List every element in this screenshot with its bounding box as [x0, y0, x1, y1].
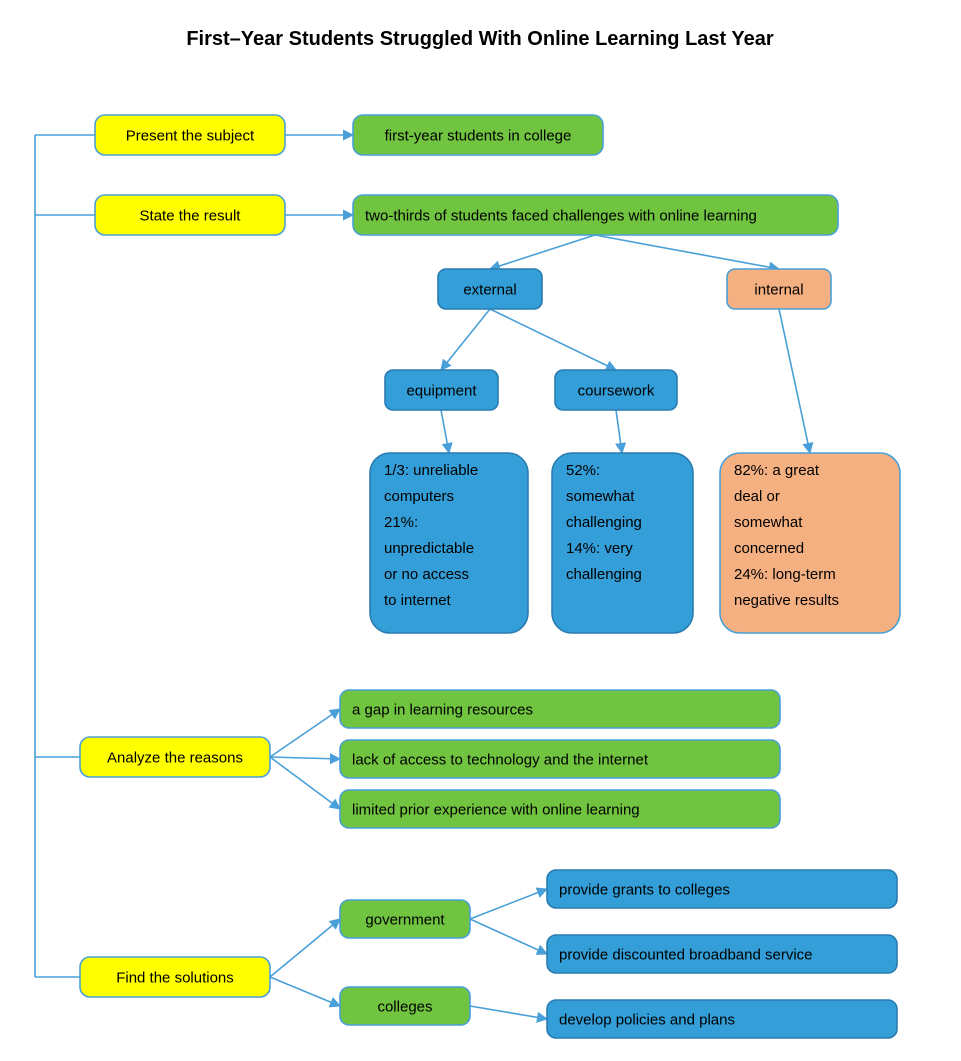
node-line: negative results — [734, 592, 839, 609]
node-twothirds: two-thirds of students faced challenges … — [353, 195, 838, 235]
node-label: internal — [754, 281, 803, 298]
connector — [441, 410, 449, 453]
connector — [441, 309, 490, 370]
node-coursework: coursework — [555, 370, 677, 410]
node-label: coursework — [578, 382, 655, 399]
node-label: first-year students in college — [385, 127, 572, 144]
connector — [270, 757, 340, 809]
node-line: or no access — [384, 566, 469, 583]
connector — [779, 309, 810, 453]
node-gap: a gap in learning resources — [340, 690, 780, 728]
node-line: challenging — [566, 514, 642, 531]
node-coursedet: 52%: somewhat challenging 14%: very challeng… — [552, 453, 693, 633]
connector — [490, 235, 595, 269]
node-label: colleges — [377, 998, 432, 1015]
node-label: two-thirds of students faced challenges … — [365, 207, 757, 224]
node-label: equipment — [406, 382, 477, 399]
node-line: somewhat — [566, 488, 635, 505]
node-label: provide discounted broadband service — [559, 946, 813, 963]
node-intdet: 82%: a great deal or somewhat concerned 24%:… — [720, 453, 900, 633]
node-line: 52%: — [566, 462, 600, 479]
connector — [595, 235, 779, 269]
connector — [270, 757, 340, 759]
node-line: deal or — [734, 488, 780, 505]
node-colleges: colleges — [340, 987, 470, 1025]
connector — [616, 410, 622, 453]
node-broadband: provide discounted broadband service — [547, 935, 897, 973]
node-line: unpredictable — [384, 540, 474, 557]
connector — [470, 889, 547, 919]
connector — [470, 1006, 547, 1019]
node-line: computers — [384, 488, 454, 505]
node-develop: develop policies and plans — [547, 1000, 897, 1038]
node-firstyear: first-year students in college — [353, 115, 603, 155]
node-grants: provide grants to colleges — [547, 870, 897, 908]
node-label: limited prior experience with online lea… — [352, 801, 640, 818]
node-govt: government — [340, 900, 470, 938]
nodes-layer: Present the subject first-year students i… — [80, 115, 900, 1038]
node-equipdet: 1/3: unreliable computers 21%: unpredictabl… — [370, 453, 528, 633]
node-label: government — [365, 911, 445, 928]
node-stateres: State the result — [95, 195, 285, 235]
node-line: 24%: long-term — [734, 566, 836, 583]
node-label: lack of access to technology and the int… — [352, 751, 649, 768]
connector — [470, 919, 547, 954]
node-lack: lack of access to technology and the int… — [340, 740, 780, 778]
node-label: Analyze the reasons — [107, 749, 243, 766]
flowchart-canvas: First–Year Students Struggled With Onlin… — [0, 0, 961, 1061]
node-label: develop policies and plans — [559, 1011, 735, 1028]
node-external: external — [438, 269, 542, 309]
node-line: somewhat — [734, 514, 803, 531]
node-line: 1/3: unreliable — [384, 462, 478, 479]
connector — [270, 919, 340, 977]
node-label: State the result — [140, 207, 242, 224]
connector — [270, 977, 340, 1006]
node-findsol: Find the solutions — [80, 957, 270, 997]
node-internal: internal — [727, 269, 831, 309]
node-line: challenging — [566, 566, 642, 583]
connector — [490, 309, 616, 370]
node-analyze: Analyze the reasons — [80, 737, 270, 777]
page-title: First–Year Students Struggled With Onlin… — [186, 28, 774, 50]
node-equipment: equipment — [385, 370, 498, 410]
node-line: concerned — [734, 540, 804, 557]
node-label: Present the subject — [126, 127, 255, 144]
node-line: 82%: a great — [734, 462, 820, 479]
node-label: provide grants to colleges — [559, 881, 730, 898]
node-line: 14%: very — [566, 540, 633, 557]
node-present: Present the subject — [95, 115, 285, 155]
node-line: 21%: — [384, 514, 418, 531]
node-line: to internet — [384, 592, 452, 609]
node-label: external — [463, 281, 516, 298]
node-label: a gap in learning resources — [352, 701, 533, 718]
node-label: Find the solutions — [116, 969, 234, 986]
connector — [270, 709, 340, 757]
node-limited: limited prior experience with online lea… — [340, 790, 780, 828]
